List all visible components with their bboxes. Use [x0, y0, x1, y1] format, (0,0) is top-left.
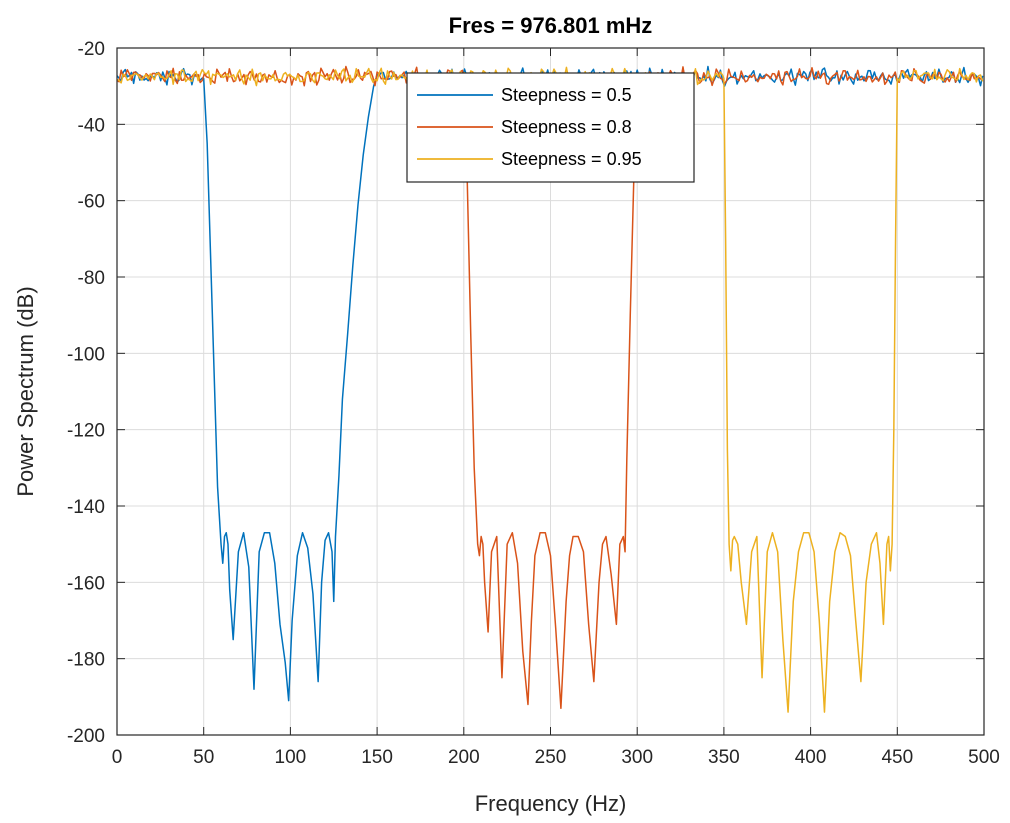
y-axis-label: Power Spectrum (dB): [13, 286, 38, 496]
y-tick-label: -100: [67, 344, 105, 365]
legend-label-1: Steepness = 0.5: [501, 85, 632, 105]
x-tick-label: 0: [112, 747, 123, 768]
y-tick-label: -200: [67, 726, 105, 747]
x-tick-label: 350: [708, 747, 740, 768]
y-tick-label: -40: [78, 115, 105, 136]
x-tick-label: 500: [968, 747, 1000, 768]
x-tick-label: 150: [361, 747, 393, 768]
series-line-1: [116, 65, 984, 702]
y-tick-label: -180: [67, 650, 105, 671]
x-tick-label: 300: [621, 747, 653, 768]
legend[interactable]: Steepness = 0.5 Steepness = 0.8 Steepness …: [406, 72, 695, 183]
series-line-2: [116, 65, 983, 710]
series-line-3: [116, 66, 984, 713]
x-tick-label: 200: [448, 747, 480, 768]
y-tick-label: -120: [67, 421, 105, 442]
y-tick-label: -140: [67, 497, 105, 518]
y-tick-label: -160: [67, 573, 105, 594]
x-tick-label: 450: [881, 747, 913, 768]
x-tick-label: 400: [795, 747, 827, 768]
y-tick-label: -20: [78, 39, 105, 60]
y-tick-label: -80: [78, 268, 105, 289]
x-tick-label: 100: [275, 747, 307, 768]
series-layer: [116, 65, 984, 713]
x-axis-label: Frequency (Hz): [475, 791, 627, 816]
legend-label-2: Steepness = 0.8: [501, 117, 632, 137]
x-tick-label: 50: [193, 747, 214, 768]
chart-title: Fres = 976.801 mHz: [449, 13, 653, 38]
ticks: 0 50 100 150 200 250 300 350 400 450 500 -20 -40 -60 -…: [67, 39, 1000, 768]
x-tick-label: 250: [535, 747, 567, 768]
legend-label-3: Steepness = 0.95: [501, 149, 642, 169]
y-tick-label: -60: [78, 192, 105, 213]
